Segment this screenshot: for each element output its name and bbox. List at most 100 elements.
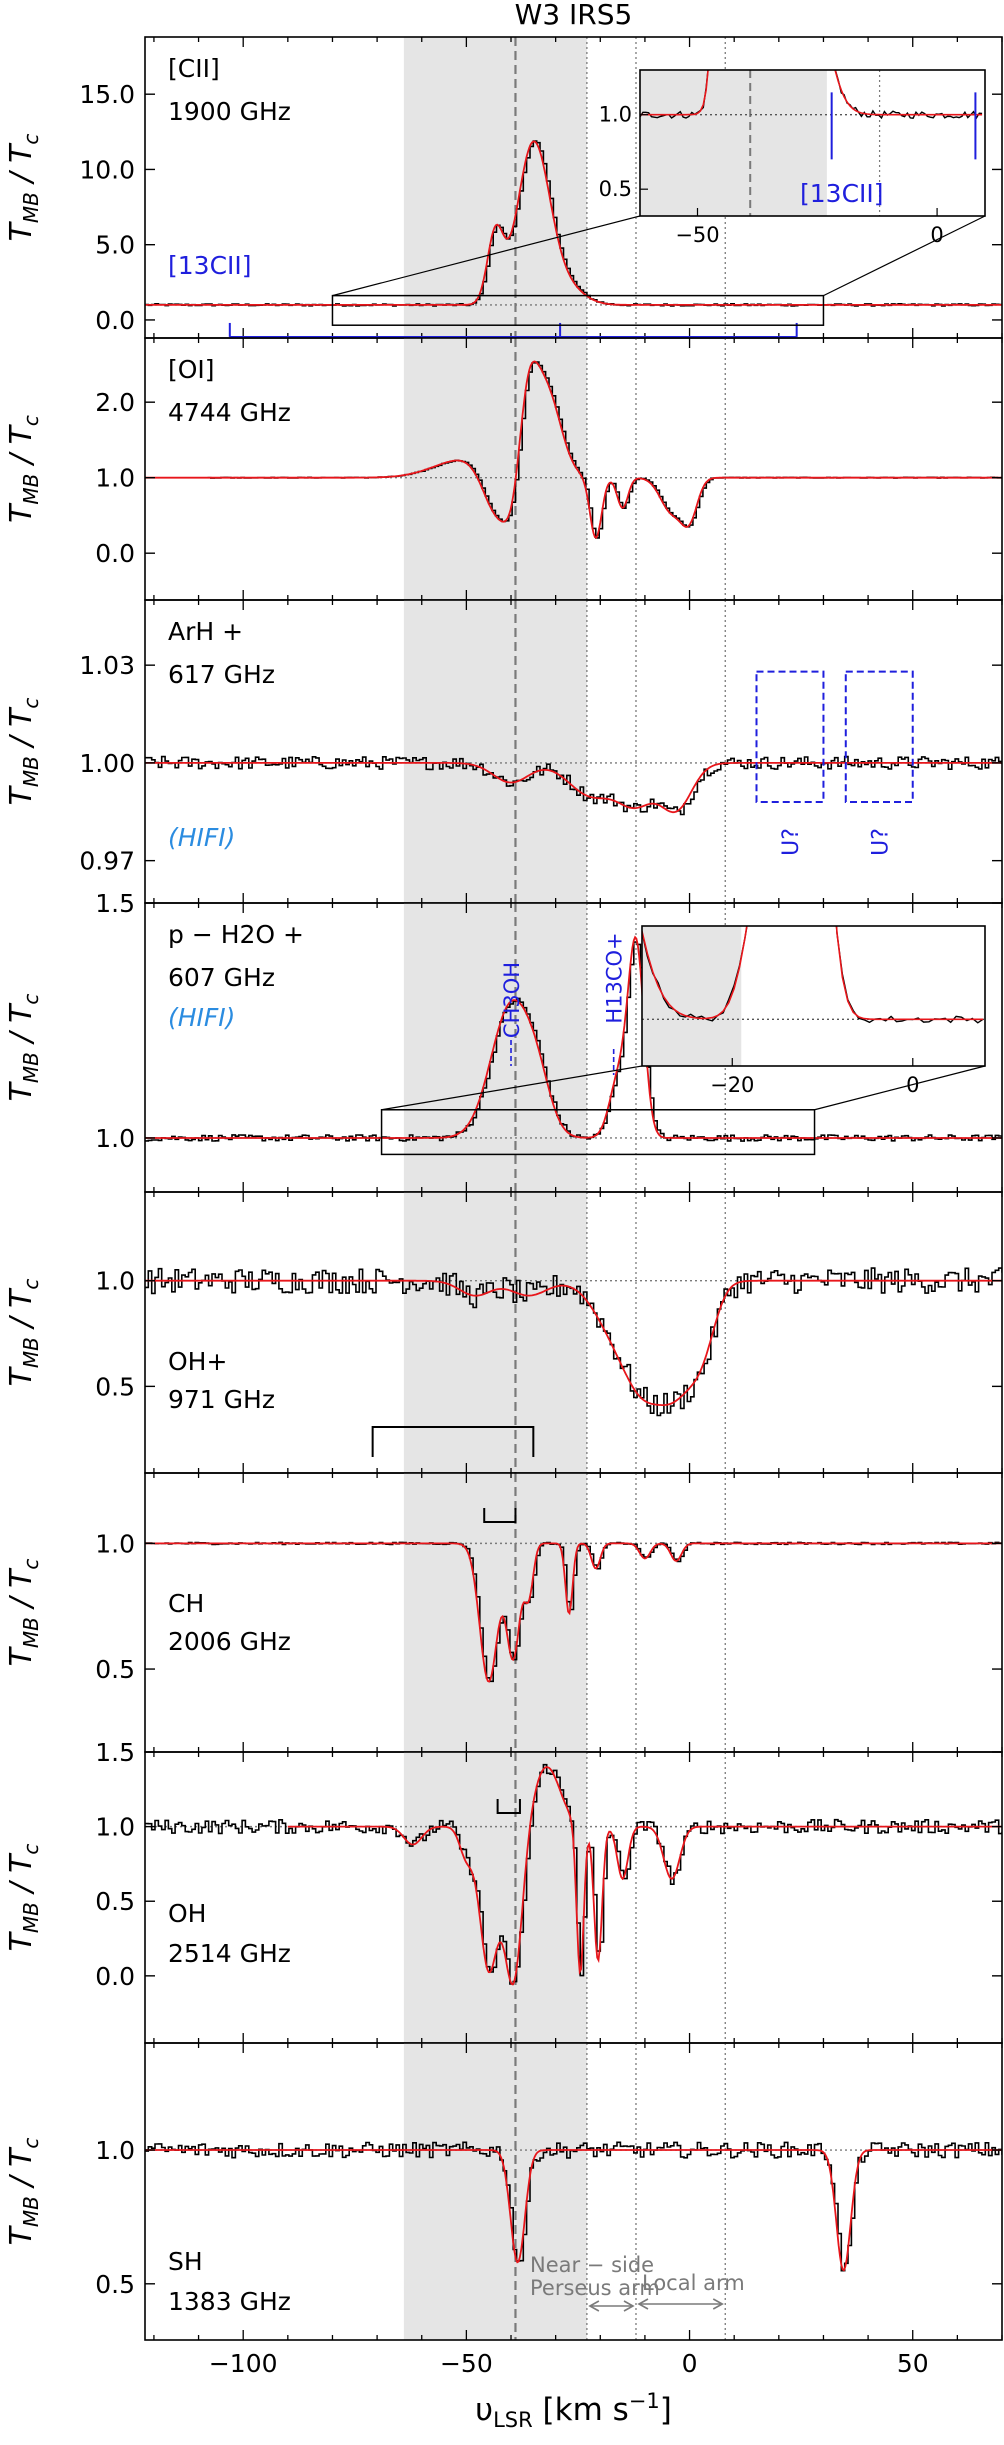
species-label: CH xyxy=(168,1589,204,1618)
inset-x-tick-label: 0 xyxy=(906,1073,919,1097)
y-tick-label: 1.03 xyxy=(79,651,135,680)
y-tick-label: 1.5 xyxy=(95,889,135,918)
unidentified-label: U? xyxy=(779,828,804,856)
shaded-velocity-region xyxy=(403,37,587,338)
observed-spectrum xyxy=(145,1267,1002,1417)
y-axis-label: TMB / Tc xyxy=(4,415,43,523)
y-tick-label: 1.0 xyxy=(95,1529,135,1558)
y-tick-label: 0.0 xyxy=(95,1962,135,1991)
y-tick-label: 1.0 xyxy=(95,1124,135,1153)
species-label: OH xyxy=(168,1899,206,1928)
model-fit xyxy=(287,1766,1002,1986)
y-tick-label: 2.0 xyxy=(95,388,135,417)
frequency-label: 2006 GHz xyxy=(168,1627,291,1656)
inset-spectrum xyxy=(642,926,984,1024)
zoom-connector xyxy=(823,215,986,297)
arm-arrow-head xyxy=(588,2300,600,2312)
panel-8: 0.5 1.0 TMB / Tc SH 1383 GHz xyxy=(4,2042,1003,2341)
observed-spectrum xyxy=(207,361,1002,539)
x-tick-label: −50 xyxy=(440,2349,493,2378)
model-fit xyxy=(145,762,1002,814)
component-bracket xyxy=(483,1508,517,1523)
inset-shade xyxy=(642,926,742,1066)
panel-2: 0.0 1.0 2.0 TMB / Tc [OI] 4744 GHz xyxy=(4,337,1003,601)
x-tick-label: 0 xyxy=(682,2349,698,2378)
y-tick-label: 1.00 xyxy=(79,749,135,778)
frequency-label: 971 GHz xyxy=(168,1385,275,1414)
inset-model xyxy=(642,926,984,1021)
zoom-box xyxy=(380,1109,816,1156)
y-tick-label: 1.5 xyxy=(95,1738,135,1767)
panel-1: 0.0 5.0 10.0 15.0 TMB / Tc [CII] 1900 GHz [13CI… xyxy=(4,36,1003,339)
y-axis-label: TMB / Tc xyxy=(4,134,43,242)
arm-arrow-head xyxy=(623,2300,635,2312)
frequency-label: 617 GHz xyxy=(168,660,275,689)
arm-label: Near − side xyxy=(530,2253,654,2277)
y-axis-label: TMB / Tc xyxy=(4,994,43,1102)
marker-label: [13CII] xyxy=(168,251,252,280)
zoom-box xyxy=(331,294,825,326)
inset-panel: −20 0 xyxy=(380,925,986,1156)
inset-frame xyxy=(639,69,986,217)
model-fit xyxy=(145,2149,1002,2272)
model-fit xyxy=(145,140,1002,306)
arm-label: Perseus arm xyxy=(530,2276,660,2300)
shaded-velocity-region xyxy=(403,600,587,903)
y-tick-label: 1.0 xyxy=(95,1267,135,1296)
model-fit xyxy=(145,1279,1002,1406)
panel-frame xyxy=(144,2042,1003,2341)
emission-label: H13CO+ xyxy=(603,932,627,1023)
arm-arrow-head xyxy=(637,2298,649,2310)
panel-7: 0.0 0.5 1.0 1.5 TMB / Tc OH 2514 GHz xyxy=(4,1738,1003,2044)
y-tick-label: 1.0 xyxy=(95,2136,135,2165)
inset-x-tick-label: −20 xyxy=(710,1073,754,1097)
y-tick-label: 0.0 xyxy=(95,539,135,568)
inset-shade xyxy=(640,70,827,216)
shaded-velocity-region xyxy=(403,1752,587,2043)
species-label: [OI] xyxy=(168,355,215,384)
chart-title: W3 IRS5 xyxy=(515,0,633,31)
y-tick-label: 0.97 xyxy=(79,847,135,876)
y-axis-label: TMB / Tc xyxy=(4,1844,43,1952)
x-axis-label: υLSR [km s−1] xyxy=(475,2389,672,2432)
y-tick-label: 1.0 xyxy=(95,1813,135,1842)
y-tick-label: 1.0 xyxy=(95,464,135,493)
y-tick-label: 15.0 xyxy=(79,80,135,109)
observed-spectrum xyxy=(145,755,1002,816)
frequency-label: 1383 GHz xyxy=(168,2287,291,2316)
shaded-velocity-region xyxy=(403,2043,587,2340)
panel-6: 0.5 1.0 TMB / Tc CH 2006 GHz xyxy=(4,1472,1003,1753)
y-tick-label: 10.0 xyxy=(79,155,135,184)
instrument-note: (HIFI) xyxy=(168,823,235,852)
y-axis-label: TMB / Tc xyxy=(4,1279,43,1387)
model-fit xyxy=(145,935,1002,1139)
shaded-velocity-region xyxy=(403,1473,587,1752)
panel-5: 0.5 1.0 TMB / Tc OH+ 971 GHz xyxy=(4,1191,1003,1474)
unidentified-box xyxy=(755,670,825,804)
component-bracket xyxy=(496,1799,521,1814)
shaded-velocity-region xyxy=(403,338,587,600)
species-label: [CII] xyxy=(168,54,220,83)
emission-label: CH3OH xyxy=(500,962,524,1038)
species-label: p − H2O + xyxy=(168,920,304,949)
unidentified-label: U? xyxy=(868,828,893,856)
inset-model xyxy=(640,70,983,116)
species-label: ArH + xyxy=(168,617,243,646)
unidentified-box xyxy=(844,670,914,804)
inset-x-tick-label: 0 xyxy=(930,223,943,247)
frequency-label: 607 GHz xyxy=(168,963,275,992)
arm-label: Local arm xyxy=(642,2271,745,2295)
model-fit xyxy=(145,1542,1002,1683)
y-axis-label: TMB / Tc xyxy=(4,2138,43,2246)
zoom-connector xyxy=(814,1065,986,1111)
y-tick-label: 5.0 xyxy=(95,231,135,260)
y-tick-label: 0.5 xyxy=(95,1372,135,1401)
y-tick-label: 0.5 xyxy=(95,2270,135,2299)
x-tick-label: −100 xyxy=(209,2349,278,2378)
y-axis-label: TMB / Tc xyxy=(4,1559,43,1667)
model-fit xyxy=(145,360,1002,539)
y-tick-label: 0.5 xyxy=(95,1887,135,1916)
